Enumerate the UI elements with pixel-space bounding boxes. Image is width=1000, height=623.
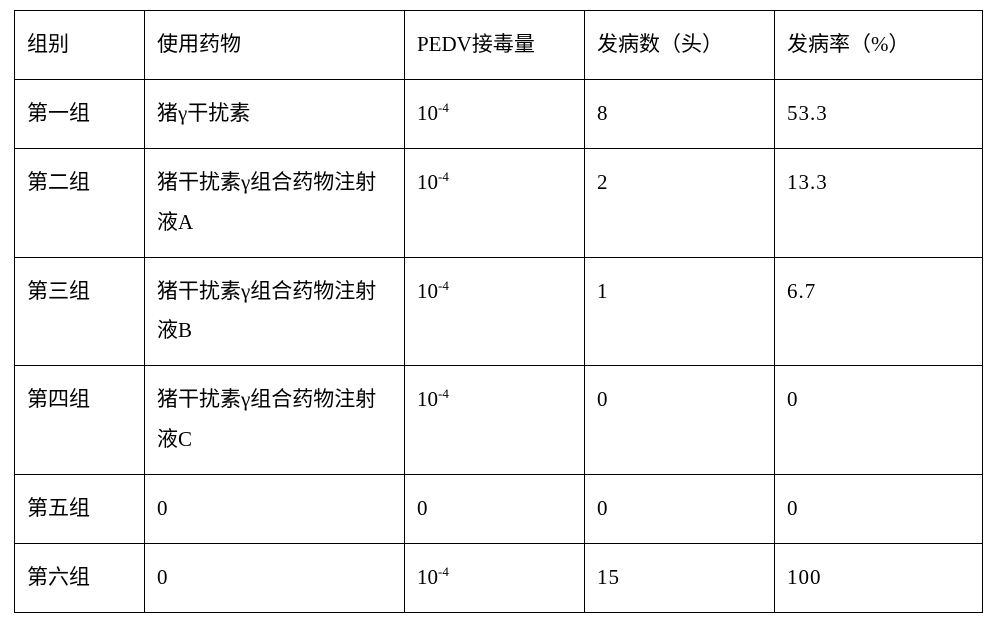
cell-dose: 10-4 bbox=[405, 366, 585, 475]
cell-dose: 10-4 bbox=[405, 148, 585, 257]
dose-exp: -4 bbox=[438, 386, 449, 401]
col-header-dose: PEDV接毒量 bbox=[405, 11, 585, 80]
col-header-sick-count: 发病数（头） bbox=[585, 11, 775, 80]
cell-sick-count: 2 bbox=[585, 148, 775, 257]
dose-exp: -4 bbox=[438, 169, 449, 184]
cell-drug: 猪γ干扰素 bbox=[145, 79, 405, 148]
cell-drug: 猪干扰素γ组合药物注射液B bbox=[145, 257, 405, 366]
table-header-row: 组别 使用药物 PEDV接毒量 发病数（头） 发病率（%） bbox=[15, 11, 983, 80]
cell-drug: 0 bbox=[145, 475, 405, 544]
cell-dose: 10-4 bbox=[405, 257, 585, 366]
table-row: 第一组猪γ干扰素10-4 8 53.3 bbox=[15, 79, 983, 148]
cell-sick-count: 8 bbox=[585, 79, 775, 148]
dose-base: 10 bbox=[417, 170, 438, 194]
table-row: 第二组猪干扰素γ组合药物注射液A10-4 2 13.3 bbox=[15, 148, 983, 257]
cell-drug: 猪干扰素γ组合药物注射液A bbox=[145, 148, 405, 257]
cell-drug: 猪干扰素γ组合药物注射液C bbox=[145, 366, 405, 475]
cell-sick-rate: 0 bbox=[775, 366, 983, 475]
cell-sick-count: 15 bbox=[585, 544, 775, 613]
col-header-sick-rate: 发病率（%） bbox=[775, 11, 983, 80]
cell-group: 第一组 bbox=[15, 79, 145, 148]
table-row: 第五组00 0 0 bbox=[15, 475, 983, 544]
dose-exp: -4 bbox=[438, 564, 449, 579]
experiment-table: 组别 使用药物 PEDV接毒量 发病数（头） 发病率（%） 第一组猪γ干扰素10… bbox=[14, 10, 983, 613]
cell-dose: 0 bbox=[405, 475, 585, 544]
dose-base: 10 bbox=[417, 101, 438, 125]
cell-sick-count: 0 bbox=[585, 366, 775, 475]
cell-sick-rate: 13.3 bbox=[775, 148, 983, 257]
cell-dose: 10-4 bbox=[405, 544, 585, 613]
cell-sick-rate: 6.7 bbox=[775, 257, 983, 366]
cell-sick-rate: 100 bbox=[775, 544, 983, 613]
table-row: 第三组猪干扰素γ组合药物注射液B10-4 1 6.7 bbox=[15, 257, 983, 366]
dose-base: 10 bbox=[417, 565, 438, 589]
cell-sick-count: 0 bbox=[585, 475, 775, 544]
cell-drug: 0 bbox=[145, 544, 405, 613]
cell-group: 第四组 bbox=[15, 366, 145, 475]
cell-group: 第六组 bbox=[15, 544, 145, 613]
cell-group: 第二组 bbox=[15, 148, 145, 257]
table-row: 第六组010-415100 bbox=[15, 544, 983, 613]
dose-exp: -4 bbox=[438, 100, 449, 115]
cell-sick-rate: 53.3 bbox=[775, 79, 983, 148]
dose-exp: -4 bbox=[438, 278, 449, 293]
col-header-group: 组别 bbox=[15, 11, 145, 80]
col-header-drug: 使用药物 bbox=[145, 11, 405, 80]
cell-group: 第三组 bbox=[15, 257, 145, 366]
dose-base: 10 bbox=[417, 387, 438, 411]
cell-dose: 10-4 bbox=[405, 79, 585, 148]
table-body: 第一组猪γ干扰素10-4 8 53.3第二组猪干扰素γ组合药物注射液A10-4 … bbox=[15, 79, 983, 612]
cell-group: 第五组 bbox=[15, 475, 145, 544]
table-row: 第四组猪干扰素γ组合药物注射液C10-400 bbox=[15, 366, 983, 475]
dose-base: 10 bbox=[417, 279, 438, 303]
cell-sick-rate: 0 bbox=[775, 475, 983, 544]
cell-sick-count: 1 bbox=[585, 257, 775, 366]
